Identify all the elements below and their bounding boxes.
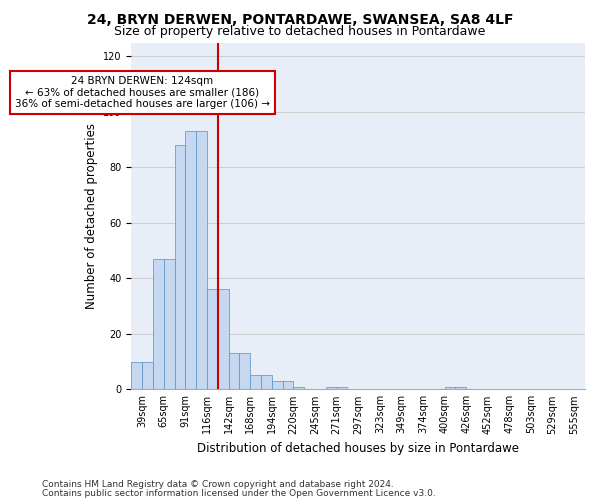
Text: Size of property relative to detached houses in Pontardawe: Size of property relative to detached ho… [115,25,485,38]
Bar [261,376,272,390]
Bar [175,145,185,390]
X-axis label: Distribution of detached houses by size in Pontardawe: Distribution of detached houses by size … [197,442,519,455]
Bar [131,362,142,390]
Bar [207,290,218,390]
Bar [229,353,239,390]
Bar [164,259,175,390]
Bar [337,386,347,390]
Text: 24, BRYN DERWEN, PONTARDAWE, SWANSEA, SA8 4LF: 24, BRYN DERWEN, PONTARDAWE, SWANSEA, SA… [87,12,513,26]
Text: Contains public sector information licensed under the Open Government Licence v3: Contains public sector information licen… [42,488,436,498]
Bar [218,290,229,390]
Y-axis label: Number of detached properties: Number of detached properties [85,123,98,309]
Bar [326,386,337,390]
Bar [250,376,261,390]
Bar [196,132,207,390]
Bar [142,362,153,390]
Bar [293,386,304,390]
Bar [272,381,283,390]
Bar [455,386,466,390]
Bar [185,132,196,390]
Bar [239,353,250,390]
Bar [445,386,455,390]
Bar [283,381,293,390]
Text: Contains HM Land Registry data © Crown copyright and database right 2024.: Contains HM Land Registry data © Crown c… [42,480,394,489]
Text: 24 BRYN DERWEN: 124sqm
← 63% of detached houses are smaller (186)
36% of semi-de: 24 BRYN DERWEN: 124sqm ← 63% of detached… [15,76,270,109]
Bar [153,259,164,390]
